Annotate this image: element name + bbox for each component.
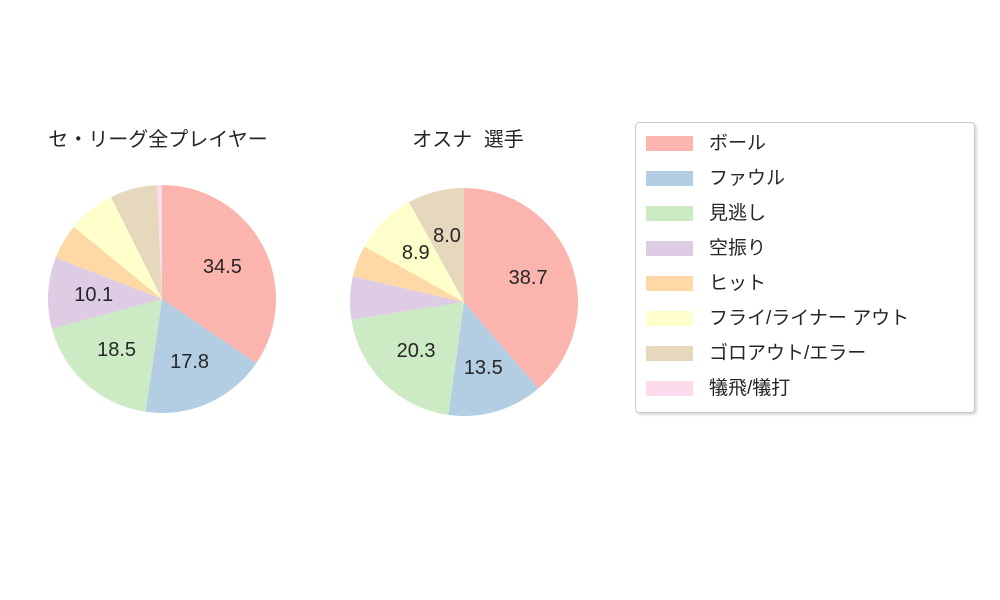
- legend-color-swatch: [646, 171, 693, 186]
- pie-percent-label: 8.0: [433, 224, 461, 247]
- chart-title-right: オスナ 選手: [412, 129, 524, 151]
- pie-wedge: [352, 246, 464, 302]
- legend-item-label: ヒット: [709, 272, 767, 294]
- pie-svg: [48, 185, 276, 413]
- legend-color-swatch: [646, 311, 693, 326]
- legend-item-label: 見逃し: [709, 202, 767, 224]
- legend-item-label: ファウル: [709, 167, 786, 189]
- pie-chart-league: 34.5 17.8 18.5 10.1: [48, 185, 276, 413]
- pie-wedge: [145, 299, 257, 413]
- pie-wedge: [156, 185, 162, 299]
- pie-percent-label: 38.7: [508, 267, 548, 290]
- pie-wedge: [51, 299, 163, 412]
- pie-percent-label: 18.5: [97, 339, 137, 362]
- legend-item-label: 空振り: [709, 237, 767, 259]
- pie-percent-label: 8.9: [401, 242, 430, 265]
- pie-wedge: [55, 226, 162, 299]
- legend-item-label: ゴロアウト/エラー: [709, 342, 867, 364]
- pie-wedge: [409, 188, 464, 302]
- legend-color-swatch: [646, 206, 693, 221]
- legend-color-swatch: [646, 346, 693, 361]
- legend-color-swatch: [646, 136, 693, 151]
- pie-chart-player: 38.7 13.5 20.3 8.9 8.0: [350, 188, 578, 416]
- pie-wedge: [162, 185, 276, 364]
- legend-item-label: フライ/ライナー アウト: [709, 307, 910, 329]
- legend-item: ボール: [636, 126, 974, 161]
- legend-color-swatch: [646, 276, 693, 291]
- pie-percent-label: 17.8: [170, 350, 210, 373]
- pie-percent-label: 10.1: [74, 284, 114, 307]
- pie-wedge: [448, 302, 539, 416]
- legend-item: 空振り: [636, 231, 974, 266]
- pie-svg: [350, 188, 578, 416]
- pie-percent-label: 13.5: [463, 356, 503, 379]
- legend-color-swatch: [646, 241, 693, 256]
- pie-percent-label: 34.5: [202, 255, 242, 278]
- legend-item: ゴロアウト/エラー: [636, 336, 974, 371]
- legend-item: フライ/ライナー アウト: [636, 301, 974, 336]
- pie-wedge: [464, 188, 578, 389]
- legend-item: 犠飛/犠打: [636, 371, 974, 406]
- chart-title-left: セ・リーグ全プレイヤー: [48, 129, 268, 151]
- pie-wedge: [351, 302, 464, 415]
- legend-item-label: ボール: [709, 132, 767, 154]
- legend-color-swatch: [646, 381, 693, 396]
- pie-percent-label: 20.3: [396, 339, 436, 362]
- pie-wedge: [48, 257, 162, 329]
- pie-wedge: [364, 202, 464, 302]
- legend-item: ファウル: [636, 161, 974, 196]
- pie-wedge: [73, 197, 162, 299]
- pie-wedge: [350, 276, 464, 320]
- legend-item: 見逃し: [636, 196, 974, 231]
- pie-wedge: [110, 185, 162, 299]
- legend-item-label: 犠飛/犠打: [709, 377, 791, 399]
- legend: ボール ファウル 見逃し 空振り ヒット: [635, 122, 975, 413]
- legend-item: ヒット: [636, 266, 974, 301]
